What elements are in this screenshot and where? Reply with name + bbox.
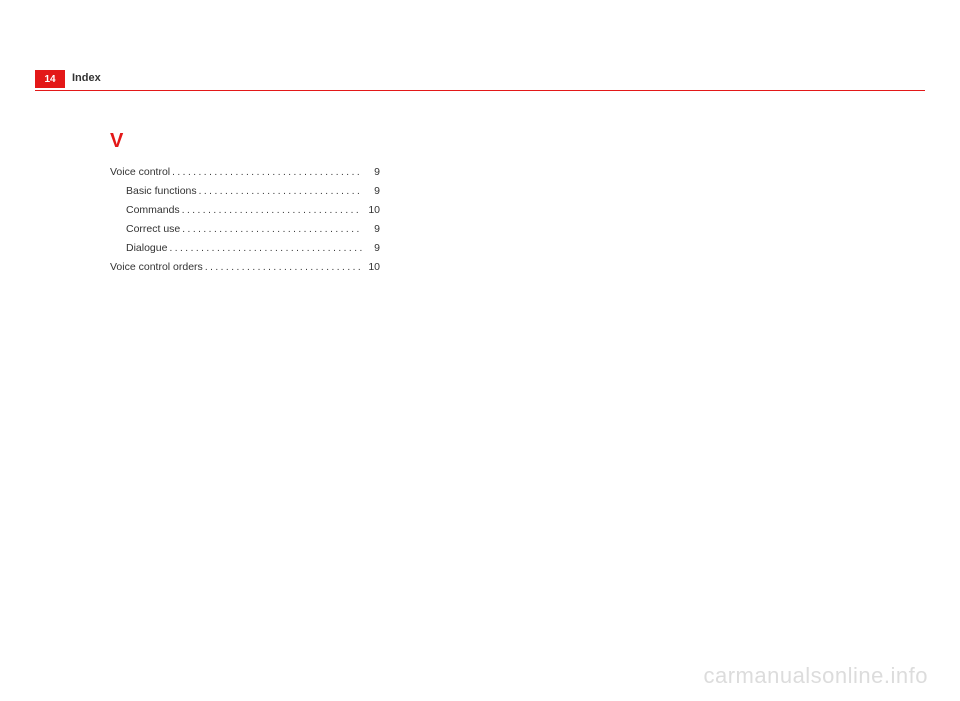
index-entry: Correct use 9 — [110, 220, 380, 239]
index-page-ref: 10 — [362, 201, 380, 220]
index-page-ref: 9 — [362, 220, 380, 239]
index-label: Voice control — [110, 163, 170, 182]
page-header: 14 Index — [0, 70, 960, 92]
page-title: Index — [72, 72, 101, 84]
index-entry: Voice control orders 10 — [110, 258, 380, 277]
leader-dots — [197, 183, 362, 201]
leader-dots — [170, 164, 362, 182]
index-entry: Dialogue 9 — [110, 239, 380, 258]
watermark: carmanualsonline.info — [703, 663, 928, 689]
index-page-ref: 9 — [362, 239, 380, 258]
index-label: Basic functions — [126, 182, 197, 201]
header-rule — [35, 90, 925, 91]
index-page-ref: 9 — [362, 163, 380, 182]
index-page-ref: 10 — [362, 258, 380, 277]
leader-dots — [167, 240, 362, 258]
section-letter: V — [110, 130, 380, 153]
leader-dots — [180, 202, 362, 220]
index-content: V Voice control 9 Basic functions 9 Comm… — [110, 130, 380, 277]
page-number-badge: 14 — [35, 70, 65, 88]
index-page-ref: 9 — [362, 182, 380, 201]
index-label: Voice control orders — [110, 258, 203, 277]
index-label: Dialogue — [126, 239, 167, 258]
index-entry: Commands 10 — [110, 201, 380, 220]
index-label: Commands — [126, 201, 180, 220]
page-number: 14 — [44, 74, 55, 85]
index-entry: Voice control 9 — [110, 163, 380, 182]
index-label: Correct use — [126, 220, 180, 239]
leader-dots — [203, 259, 362, 277]
index-entry: Basic functions 9 — [110, 182, 380, 201]
leader-dots — [180, 221, 362, 239]
